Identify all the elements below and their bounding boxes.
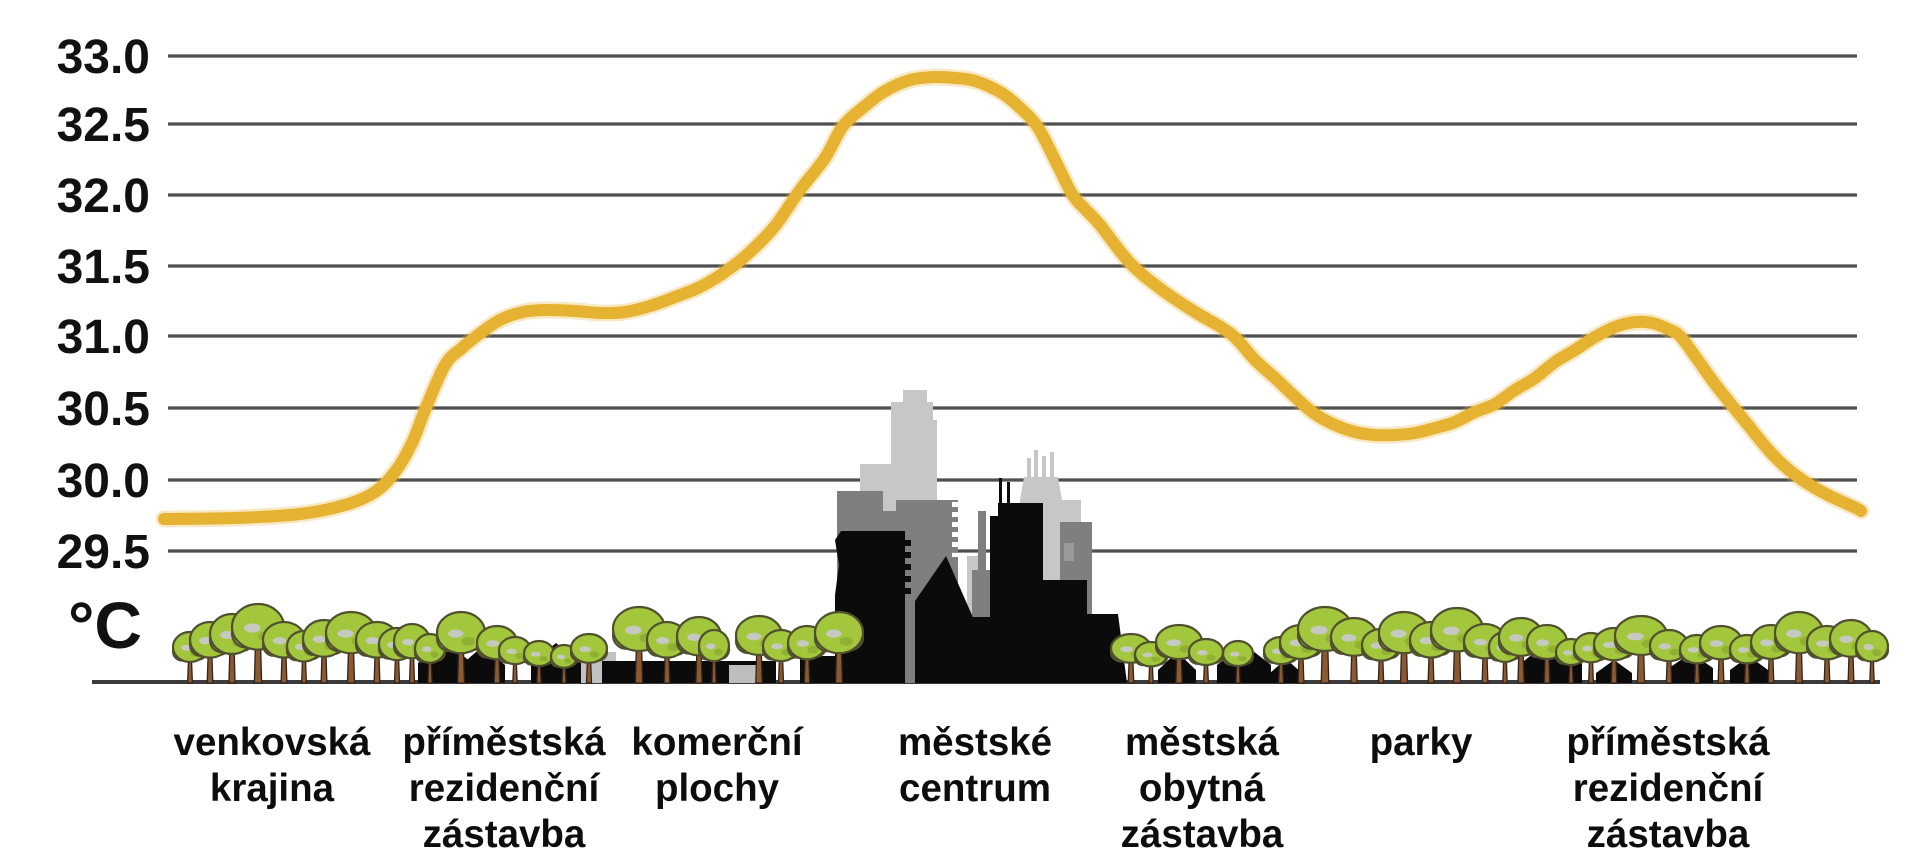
svg-text:33.0: 33.0: [57, 31, 150, 84]
svg-text:29.5: 29.5: [57, 526, 150, 579]
svg-text:rezidenční: rezidenční: [1573, 767, 1765, 810]
svg-text:parky: parky: [1370, 721, 1473, 764]
svg-text:městská: městská: [1125, 721, 1280, 764]
svg-text:zástavba: zástavba: [1121, 813, 1284, 856]
svg-text:centrum: centrum: [899, 767, 1051, 810]
svg-text:30.0: 30.0: [57, 455, 150, 508]
svg-text:příměstská: příměstská: [402, 721, 606, 764]
svg-text:městské: městské: [898, 721, 1052, 764]
svg-text:zástavba: zástavba: [423, 813, 586, 856]
svg-text:krajina: krajina: [210, 767, 335, 810]
svg-text:32.5: 32.5: [57, 99, 150, 152]
svg-text:obytná: obytná: [1139, 767, 1266, 810]
svg-text:31.5: 31.5: [57, 241, 150, 294]
svg-text:příměstská: příměstská: [1566, 721, 1770, 764]
svg-text:plochy: plochy: [655, 767, 780, 810]
svg-text:venkovská: venkovská: [174, 721, 372, 764]
svg-text:°C: °C: [68, 588, 142, 662]
svg-text:32.0: 32.0: [57, 170, 150, 223]
svg-text:30.5: 30.5: [57, 383, 150, 436]
svg-text:zástavba: zástavba: [1587, 813, 1750, 856]
svg-text:rezidenční: rezidenční: [409, 767, 601, 810]
svg-text:komerční: komerční: [631, 721, 803, 764]
svg-text:31.0: 31.0: [57, 311, 150, 364]
